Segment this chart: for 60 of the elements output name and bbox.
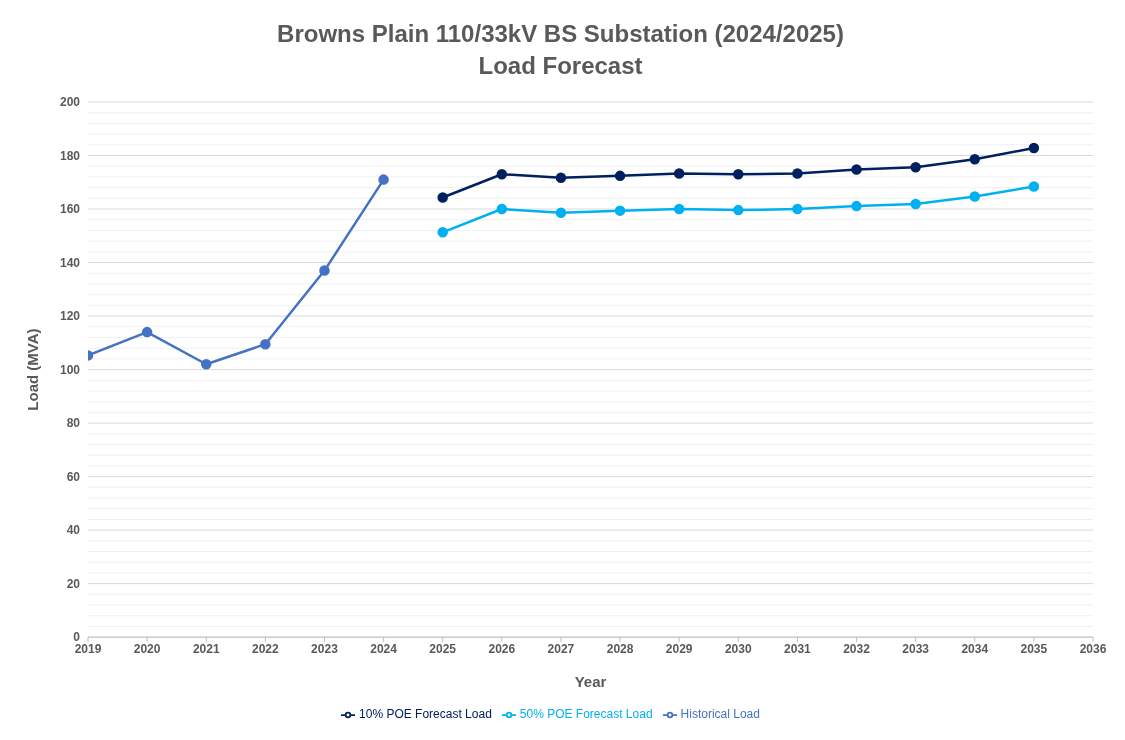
x-tick-label: 2022 bbox=[252, 641, 280, 656]
x-tick-label: 2033 bbox=[902, 641, 930, 656]
x-tick-label: 2032 bbox=[843, 641, 871, 656]
point bbox=[141, 326, 153, 338]
point bbox=[555, 207, 567, 219]
x-tick-label: 2029 bbox=[665, 641, 693, 656]
x-tick-label: 2025 bbox=[429, 641, 457, 656]
point bbox=[673, 203, 685, 215]
point bbox=[496, 169, 508, 180]
y-tick-label: 160 bbox=[59, 202, 81, 217]
point bbox=[555, 172, 567, 183]
point bbox=[200, 358, 212, 370]
point bbox=[673, 168, 685, 179]
point bbox=[614, 205, 626, 216]
y-tick-label: 100 bbox=[59, 362, 81, 377]
point bbox=[910, 162, 921, 173]
x-tick-label: 2021 bbox=[192, 641, 220, 656]
legend-label: 10% POE Forecast Load bbox=[359, 707, 492, 722]
point bbox=[378, 174, 389, 185]
x-tick-label: 2035 bbox=[1020, 641, 1048, 656]
point bbox=[319, 265, 330, 276]
point bbox=[733, 204, 744, 216]
x-tick-label: 2028 bbox=[606, 641, 634, 656]
point bbox=[792, 203, 803, 215]
point bbox=[851, 200, 862, 212]
point bbox=[1028, 142, 1040, 154]
x-tick-label: 2031 bbox=[784, 641, 812, 656]
x-tick-label: 2026 bbox=[488, 641, 516, 656]
y-axis-title: Load (MVA) bbox=[24, 328, 42, 411]
point bbox=[437, 227, 448, 238]
legend-label: 50% POE Forecast Load bbox=[519, 707, 653, 722]
y-tick-label: 60 bbox=[66, 469, 81, 484]
x-tick-label: 2020 bbox=[133, 641, 161, 656]
point bbox=[969, 191, 981, 202]
x-tick-label: 2036 bbox=[1079, 641, 1107, 656]
point bbox=[614, 170, 626, 182]
point bbox=[437, 192, 448, 203]
point bbox=[1028, 181, 1040, 192]
point bbox=[851, 164, 862, 175]
chart-title: Browns Plain 110/33kV BS Substation (2024/2025) Load Forecast bbox=[276, 19, 845, 81]
x-tick-label: 2027 bbox=[547, 641, 575, 656]
y-tick-label: 180 bbox=[59, 148, 81, 163]
point bbox=[969, 154, 981, 165]
y-tick-label: 20 bbox=[66, 576, 81, 591]
x-tick-label: 2024 bbox=[370, 641, 398, 656]
point bbox=[792, 168, 803, 179]
x-tick-label: 2023 bbox=[311, 641, 339, 656]
x-axis-title: Year bbox=[574, 673, 607, 691]
point bbox=[733, 169, 744, 180]
y-tick-label: 140 bbox=[59, 255, 81, 270]
x-tick-label: 2030 bbox=[724, 641, 752, 656]
y-tick-label: 120 bbox=[59, 309, 81, 324]
point bbox=[496, 203, 508, 215]
y-tick-label: 200 bbox=[59, 95, 81, 110]
y-tick-label: 40 bbox=[66, 523, 81, 538]
legend-label: Historical Load bbox=[680, 707, 760, 722]
point bbox=[260, 338, 271, 350]
x-tick-label: 2034 bbox=[961, 641, 989, 656]
y-tick-label: 80 bbox=[66, 416, 81, 431]
point bbox=[910, 198, 921, 210]
